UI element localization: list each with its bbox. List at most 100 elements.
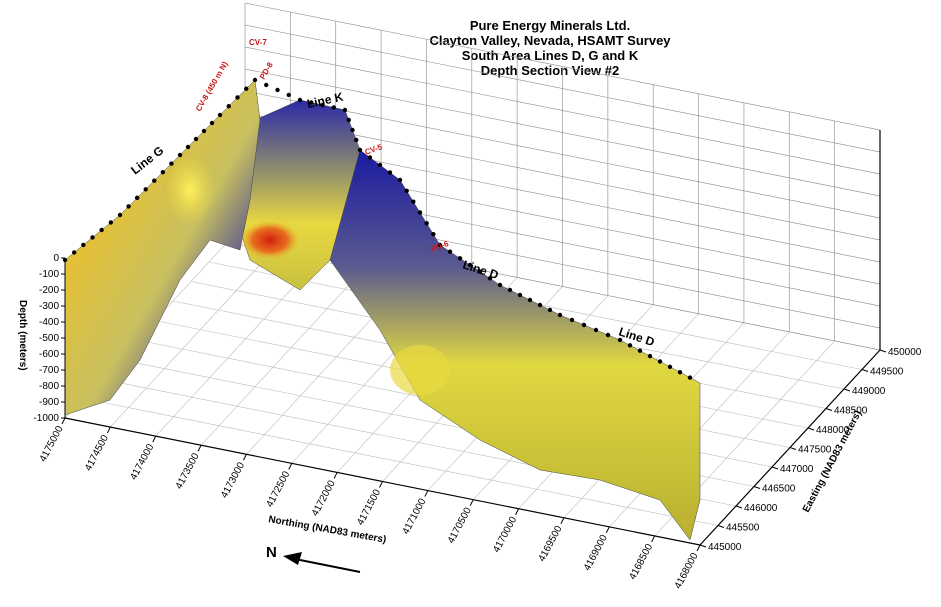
station-dot <box>437 242 443 248</box>
title-line-4: Depth Section View #2 <box>480 63 620 78</box>
north-arrow: N <box>266 544 361 573</box>
northing-tick <box>515 508 520 515</box>
station-dot <box>627 343 633 348</box>
station-dot <box>235 95 240 100</box>
station-dot <box>244 86 249 91</box>
station-dot <box>134 195 140 201</box>
wall-grid-line <box>244 2 881 131</box>
northing-tick-label: 4172000 <box>310 478 338 518</box>
station-dot <box>367 155 373 160</box>
station-dot <box>226 104 231 109</box>
station-dot <box>431 231 436 237</box>
northing-tick-label: 4170000 <box>491 515 519 555</box>
station-dot <box>252 77 258 83</box>
title-line-1: Pure Energy Minerals Ltd. <box>469 18 631 33</box>
station-dot <box>417 210 423 215</box>
station-dot <box>99 227 104 233</box>
northing-tick <box>605 526 610 534</box>
northing-tick <box>379 481 383 488</box>
station-dot <box>350 127 355 133</box>
north-arrow-shaft <box>289 557 361 573</box>
station-dot <box>657 359 663 364</box>
station-dot <box>275 87 280 93</box>
station-dot <box>346 117 351 123</box>
northing-tick-label: 4171000 <box>401 496 429 536</box>
northing-tick-label: 4172500 <box>264 469 292 509</box>
station-dot <box>81 242 86 248</box>
station-dot <box>527 297 533 303</box>
easting-tick-label: 448500 <box>834 406 868 417</box>
station-dot <box>677 370 683 375</box>
depth-axis-label: Depth (meters) <box>17 300 28 371</box>
station-dot <box>617 337 623 343</box>
easting-tick <box>861 369 869 372</box>
station-dot <box>497 282 503 288</box>
station-dot <box>605 332 611 338</box>
northing-tick <box>61 417 66 425</box>
easting-tick <box>843 388 851 392</box>
northing-tick-label: 4168000 <box>673 551 701 591</box>
station-dot <box>387 170 393 175</box>
station-dot <box>547 307 553 313</box>
easting-tick-label: 448000 <box>816 425 850 436</box>
depth-tick-label: -1000 <box>33 413 59 424</box>
northing-tick-label: 4168500 <box>627 542 655 582</box>
station-dot <box>637 348 643 353</box>
northing-tick-label: 4169500 <box>537 524 565 564</box>
station-markers <box>62 77 693 380</box>
station-dot <box>201 128 207 134</box>
wall-grid-line <box>244 46 881 175</box>
wall-grid-line <box>244 24 881 153</box>
station-dot <box>108 220 114 225</box>
northing-tick-label: 4173000 <box>219 460 247 500</box>
station-dot <box>447 249 453 254</box>
northing-tick-label: 4169000 <box>582 533 610 573</box>
station-dot <box>477 269 483 274</box>
northing-tick <box>333 472 338 479</box>
easting-tick <box>825 408 833 411</box>
station-pd8: PD-8 <box>258 60 275 81</box>
northing-tick-label: 4174500 <box>83 433 111 473</box>
station-dot <box>517 292 523 298</box>
station-dot <box>647 353 653 359</box>
easting-tick-label: 450000 <box>888 347 922 358</box>
easting-tick <box>753 486 761 489</box>
station-dot <box>71 250 77 255</box>
chart-title: Pure Energy Minerals Ltd. Clayton Valley… <box>380 18 720 78</box>
depth-tick-label: 0 <box>53 253 59 264</box>
station-dot <box>90 235 95 240</box>
title-line-3: South Area Lines D, G and K <box>461 48 639 63</box>
station-dot <box>357 147 363 153</box>
easting-tick-label: 446500 <box>762 484 796 495</box>
depth-tick-label: -700 <box>39 365 59 376</box>
depth-tick-label: -200 <box>39 285 59 296</box>
easting-tick-label: 447500 <box>798 445 832 456</box>
station-dot <box>581 322 587 328</box>
station-dot <box>297 97 303 103</box>
depth-tick-label: -600 <box>39 349 59 360</box>
station-dot <box>397 177 403 183</box>
title-line-2: Clayton Valley, Nevada, HSAMT Survey <box>429 33 671 48</box>
easting-tick-label: 447000 <box>780 464 814 475</box>
northing-tick <box>152 435 157 443</box>
northing-tick <box>651 535 656 543</box>
station-dot <box>286 92 291 98</box>
easting-tick-label: 445500 <box>726 523 760 534</box>
station-dot <box>117 212 123 218</box>
northing-tick-label: 4175000 <box>38 424 66 464</box>
northing-tick <box>197 444 202 452</box>
northing-tick-label: 4173500 <box>174 451 202 491</box>
label-line-g: Line G <box>128 143 166 177</box>
depth-tick-label: -300 <box>39 301 59 312</box>
easting-tick <box>771 466 779 470</box>
northing-tick <box>469 499 474 506</box>
station-dot <box>404 188 409 194</box>
floor-grid-line <box>82 398 719 526</box>
station-dot <box>177 152 183 158</box>
northing-tick <box>242 454 247 461</box>
easting-tick-label: 446000 <box>744 503 778 514</box>
easting-tick <box>735 505 743 509</box>
station-dot <box>687 375 693 380</box>
station-dot <box>143 187 148 192</box>
station-cv8: CV-8 (450 m N) <box>194 60 230 113</box>
